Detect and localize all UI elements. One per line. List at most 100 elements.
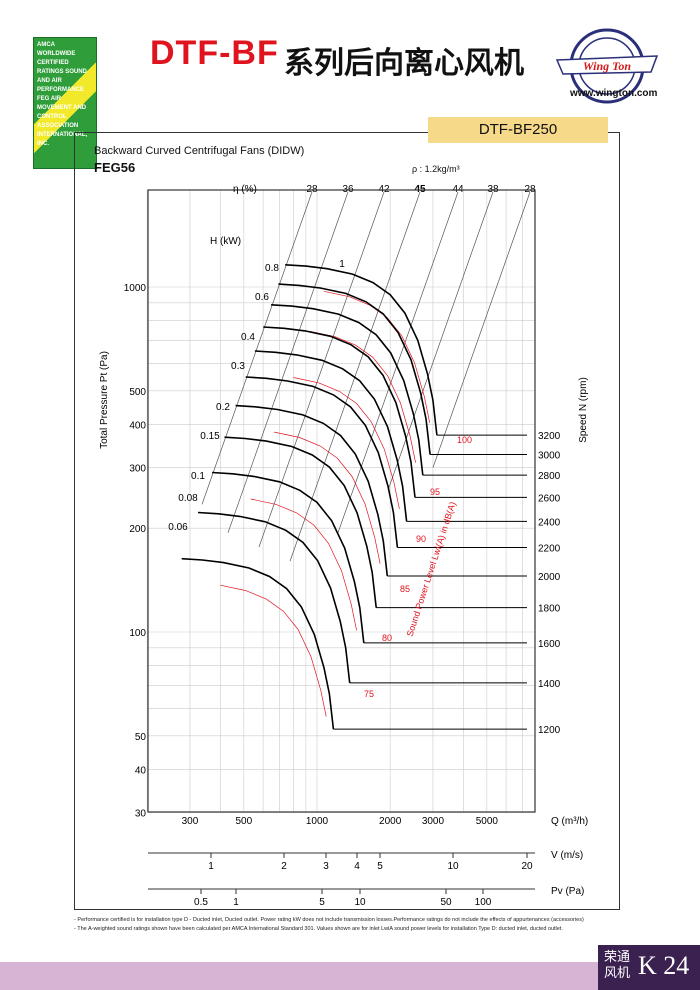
efficiency-line (337, 191, 459, 533)
speed-curve (224, 436, 377, 608)
speed-label: 2200 (538, 543, 561, 554)
pv-tick-label: 10 (354, 897, 366, 908)
y-tick-label: 50 (135, 732, 147, 743)
speed-label: 2400 (538, 517, 561, 528)
model-tab: DTF-BF250 (428, 117, 608, 143)
sound-level-label: 80 (382, 633, 392, 643)
speed-curve (271, 304, 424, 476)
wington-logo: Wing Ton (555, 28, 659, 104)
x-tick-label: 5000 (476, 816, 499, 827)
power-label: 0.4 (241, 332, 255, 343)
footer-band (0, 962, 700, 990)
sound-curve (220, 584, 327, 717)
power-label: 1 (339, 259, 345, 270)
efficiency-line (258, 191, 385, 548)
y-tick-label: 30 (135, 808, 147, 819)
x-tick-label: 3000 (422, 816, 445, 827)
sound-level-label: 75 (364, 689, 374, 699)
speed-label: 3200 (538, 431, 561, 442)
y-tick-label: 500 (129, 387, 146, 398)
title-cn: 系列后向离心风机 (284, 46, 524, 81)
sound-level-label: 95 (430, 487, 440, 497)
pv-tick-label: 1 (233, 897, 239, 908)
velocity-tick-label: 3 (323, 861, 329, 872)
x-axis-label: Q (m³/h) (551, 816, 588, 827)
air-density: ρ : 1.2kg/m³ (412, 164, 460, 174)
y-tick-label: 100 (129, 628, 146, 639)
power-label: 0.08 (178, 493, 198, 504)
pv-axis-label: Pv (Pa) (551, 886, 584, 897)
power-label: 0.15 (200, 431, 220, 442)
feg-code: FEG56 (94, 160, 136, 175)
speed-curve (263, 326, 416, 498)
speed-label: 1200 (538, 725, 561, 736)
speed-curve (181, 557, 335, 730)
sound-level-label: 85 (400, 584, 410, 594)
pv-tick-label: 100 (475, 897, 492, 908)
power-label: 0.3 (231, 361, 245, 372)
sound-curve (274, 431, 381, 564)
power-label: H (kW) (210, 236, 241, 247)
pv-tick-label: 5 (319, 897, 325, 908)
sound-curve (250, 498, 357, 631)
page-number: K 24 (638, 951, 690, 980)
sound-level-label: 90 (416, 534, 426, 544)
power-label: 0.8 (265, 263, 279, 274)
sound-curve (293, 377, 400, 509)
velocity-tick-label: 5 (377, 861, 383, 872)
speed-curve (245, 376, 399, 548)
efficiency-line (227, 191, 349, 533)
y-tick-label: 400 (129, 420, 146, 431)
velocity-tick-label: 10 (447, 861, 459, 872)
efficiency-line (432, 191, 531, 468)
velocity-tick-label: 1 (208, 861, 214, 872)
velocity-axis-label: V (m/s) (551, 850, 583, 861)
efficiency-line (201, 191, 313, 505)
amca-certification-logo: AMCA WORLDWIDE CERTIFIED RATINGS SOUND A… (33, 37, 97, 169)
sound-curve (309, 330, 416, 463)
y-tick-label: 1000 (124, 283, 147, 294)
x-tick-label: 1000 (306, 816, 329, 827)
pv-tick-label: 50 (440, 897, 452, 908)
y-tick-label: 200 (129, 524, 146, 535)
page-badge: 荣通风机 K 24 (598, 945, 700, 990)
y-tick-label: 40 (135, 765, 147, 776)
power-label: 0.6 (255, 292, 269, 303)
sound-level-label: 100 (457, 435, 472, 445)
footnote-2: - The A-weighted sound ratings shown hav… (74, 926, 563, 932)
plot-area (147, 189, 536, 813)
chart-subtitle: Backward Curved Centrifugal Fans (DIDW) (94, 145, 305, 157)
badge-brand: 荣通风机 (604, 950, 631, 981)
speed-label: 2800 (538, 471, 561, 482)
brand-name: Wing Ton (583, 59, 631, 73)
speed-curve (197, 511, 351, 683)
speed-label: 1600 (538, 639, 561, 650)
title-model: DTF-BF (150, 34, 279, 72)
speed-curve (285, 264, 438, 436)
website-url[interactable]: www.wington.com (570, 88, 658, 99)
x-tick-label: 300 (182, 816, 199, 827)
power-label: 0.1 (191, 471, 205, 482)
speed-label: 2000 (538, 572, 561, 583)
power-label: 0.06 (168, 522, 188, 533)
chart-frame (74, 132, 620, 910)
velocity-tick-label: 20 (521, 861, 533, 872)
speed-axis-label: Speed N (rpm) (578, 377, 589, 443)
speed-curve (278, 283, 431, 455)
speed-label: 2600 (538, 493, 561, 504)
footnote-1: - Performance certified is for installat… (74, 917, 584, 923)
y-tick-label: 300 (129, 463, 146, 474)
speed-curve (254, 350, 408, 522)
x-tick-label: 2000 (379, 816, 402, 827)
x-tick-label: 500 (236, 816, 253, 827)
efficiency-line (387, 191, 494, 491)
speed-curve (235, 404, 389, 577)
speed-label: 1400 (538, 679, 561, 690)
power-label: 0.2 (216, 402, 230, 413)
y-axis-label: Total Pressure Pt (Pa) (99, 351, 110, 449)
velocity-tick-label: 4 (354, 861, 360, 872)
speed-curve (212, 471, 365, 643)
speed-label: 3000 (538, 451, 561, 462)
